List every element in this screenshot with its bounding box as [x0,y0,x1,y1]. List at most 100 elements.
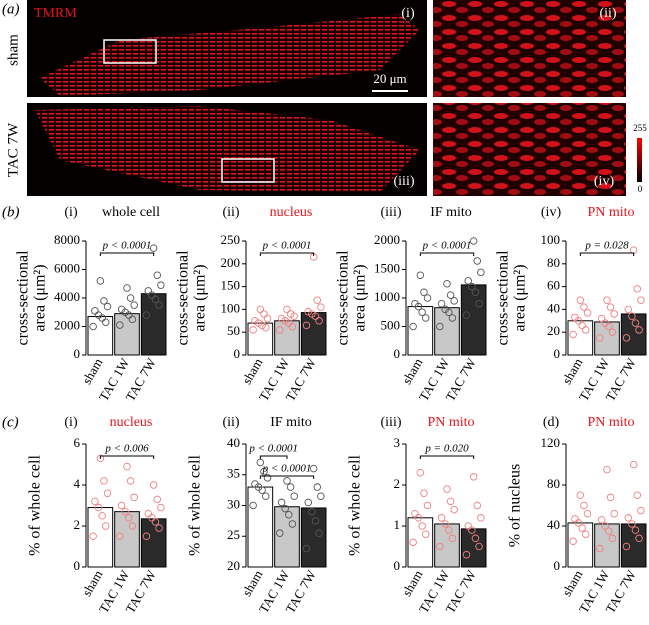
data-point [418,522,426,530]
chart-title: whole cell [102,205,160,220]
data-point [576,296,585,305]
y-tick-label: 40 [547,517,560,532]
significance-bracket [259,455,288,459]
data-point [622,542,631,551]
significance-bracket [259,475,315,479]
image-label: (ii) [599,6,616,21]
image [433,103,626,196]
bar [140,293,167,356]
data-point [450,297,458,305]
significance-bracket [99,252,155,256]
data-point [477,268,485,277]
panel-label: (b) [2,204,20,220]
data-point [423,294,432,302]
x-tick-label: sham [239,355,266,386]
data-point [281,504,289,513]
significance-label: p = 0.020 [424,443,469,455]
y-axis-label: % of whole cell [27,455,44,556]
panel-number: (iii) [381,415,402,430]
x-tick-label: sham [399,355,426,386]
data-point [418,308,426,317]
data-point [637,296,645,305]
y-axis-label: cross-sectional [335,250,352,346]
data-point [477,514,485,522]
data-point [101,522,110,530]
data-point [475,299,483,308]
data-point [448,314,457,322]
panel-number: (i) [64,415,78,430]
data-point [471,288,480,297]
data-point [276,529,284,537]
data-point [416,271,425,279]
y-tick-label: 2 [74,517,81,532]
y-tick-label: 500 [381,317,401,332]
bar [274,506,300,568]
data-point [103,489,112,497]
y-tick-label: 2000 [54,317,80,332]
data-point [96,277,105,285]
y-tick-label: 0 [74,346,81,361]
y-tick-label: 0 [554,558,561,573]
y-axis-label: cross-sectional [495,250,512,346]
data-point [286,483,295,491]
y-tick-label: 200 [221,255,241,270]
data-point [471,534,480,543]
cell [35,106,420,192]
data-point [464,522,473,530]
data-point [283,477,291,485]
y-tick-label: 40 [227,435,240,450]
data-point [450,505,458,514]
bar [300,507,327,568]
data-point [446,497,455,506]
data-point [443,280,451,288]
panel-number: (ii) [222,205,239,220]
data-point [631,526,640,534]
data-point [116,321,124,329]
y-axis-label: area (μm²) [352,264,369,331]
data-point [569,537,577,546]
data-point [445,526,453,534]
significance-label: p < 0.0001 [102,240,152,252]
data-point [635,326,643,334]
bar [620,523,647,568]
y-tick-label: 250 [221,232,241,247]
data-point [142,311,151,319]
y-tick-label: 100 [221,300,241,315]
data-point [103,302,112,311]
data-point [304,307,313,316]
image-label: (iv) [594,174,615,189]
data-point [409,322,417,331]
data-point [157,281,165,289]
data-point [441,305,449,314]
data-point [603,296,611,305]
data-point [578,524,586,532]
data-point [89,532,97,541]
data-point [116,532,124,541]
data-point [130,493,138,502]
data-point [468,282,476,291]
data-point [416,468,425,477]
y-tick-label: 35 [227,466,240,481]
data-point [637,506,645,515]
bar [407,306,434,356]
y-tick-label: 80 [547,476,560,491]
data-point [601,319,609,327]
panel-label: (c) [2,414,19,430]
data-point [608,328,617,336]
data-point [91,497,99,506]
significance-label: p = 0.028 [584,240,629,252]
data-point [473,501,482,510]
y-tick-label: 8000 [54,232,80,247]
chart-title: IF mito [270,415,312,430]
data-point [89,322,97,331]
bar [407,517,434,568]
data-point [606,493,615,502]
data-point [313,483,322,491]
data-point [149,481,158,489]
data-point [277,498,286,507]
significance-label: p < 0.006 [104,443,149,455]
data-point [633,491,642,500]
data-point [283,305,291,314]
data-point [420,489,428,497]
chart-title: PN mito [587,205,634,220]
